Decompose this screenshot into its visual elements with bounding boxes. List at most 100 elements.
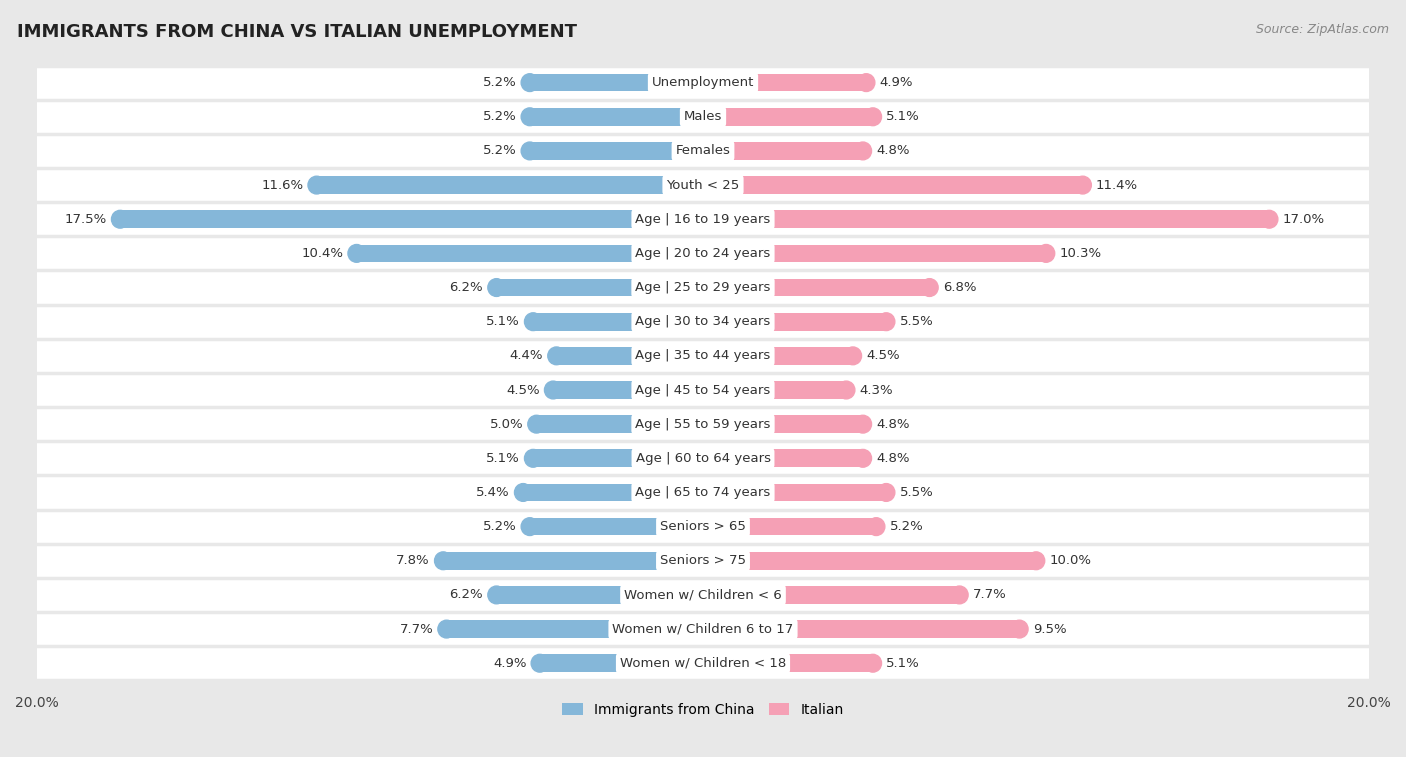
Text: 9.5%: 9.5% [1033, 622, 1066, 636]
Text: 5.2%: 5.2% [482, 520, 516, 533]
Text: 5.4%: 5.4% [477, 486, 510, 499]
Circle shape [855, 450, 872, 467]
Bar [537, 416, 703, 433]
FancyBboxPatch shape [37, 236, 1369, 270]
Text: 5.2%: 5.2% [482, 145, 516, 157]
Text: Age | 65 to 74 years: Age | 65 to 74 years [636, 486, 770, 499]
Circle shape [488, 279, 505, 297]
Circle shape [838, 381, 855, 399]
FancyBboxPatch shape [37, 646, 1369, 681]
Bar [553, 381, 703, 399]
Text: 5.1%: 5.1% [486, 452, 520, 465]
Circle shape [524, 450, 541, 467]
Circle shape [858, 73, 875, 92]
Circle shape [434, 552, 451, 570]
Circle shape [865, 654, 882, 672]
Legend: Immigrants from China, Italian: Immigrants from China, Italian [557, 697, 849, 722]
Text: 5.2%: 5.2% [890, 520, 924, 533]
Text: 4.9%: 4.9% [880, 76, 912, 89]
Text: Females: Females [675, 145, 731, 157]
FancyBboxPatch shape [37, 475, 1369, 509]
Circle shape [844, 347, 862, 365]
Bar [703, 279, 929, 297]
Circle shape [855, 416, 872, 433]
Bar [703, 73, 866, 92]
Text: 10.4%: 10.4% [301, 247, 343, 260]
Text: 4.5%: 4.5% [866, 349, 900, 363]
Text: Age | 30 to 34 years: Age | 30 to 34 years [636, 315, 770, 329]
Bar [703, 416, 863, 433]
Text: 7.7%: 7.7% [973, 588, 1007, 601]
Circle shape [531, 654, 548, 672]
Text: Women w/ Children < 6: Women w/ Children < 6 [624, 588, 782, 601]
Circle shape [1074, 176, 1091, 194]
Text: 4.8%: 4.8% [876, 145, 910, 157]
Bar [530, 518, 703, 535]
Bar [703, 620, 1019, 638]
Text: 4.8%: 4.8% [876, 418, 910, 431]
Text: Age | 16 to 19 years: Age | 16 to 19 years [636, 213, 770, 226]
Bar [703, 245, 1046, 262]
Circle shape [865, 108, 882, 126]
Bar [357, 245, 703, 262]
Circle shape [347, 245, 366, 262]
Text: 5.1%: 5.1% [886, 111, 920, 123]
Bar [703, 450, 863, 467]
Text: Age | 55 to 59 years: Age | 55 to 59 years [636, 418, 770, 431]
Text: 6.2%: 6.2% [450, 588, 484, 601]
Text: Women w/ Children < 18: Women w/ Children < 18 [620, 657, 786, 670]
Bar [703, 586, 959, 604]
Bar [533, 313, 703, 331]
Bar [530, 108, 703, 126]
Bar [703, 381, 846, 399]
Text: 10.3%: 10.3% [1059, 247, 1101, 260]
FancyBboxPatch shape [37, 578, 1369, 612]
Circle shape [522, 142, 538, 160]
FancyBboxPatch shape [37, 373, 1369, 407]
Circle shape [877, 484, 894, 501]
Circle shape [527, 416, 546, 433]
Circle shape [548, 347, 565, 365]
Bar [703, 313, 886, 331]
FancyBboxPatch shape [37, 612, 1369, 646]
Bar [703, 552, 1036, 570]
Text: 5.2%: 5.2% [482, 111, 516, 123]
Bar [703, 654, 873, 672]
Text: 11.6%: 11.6% [262, 179, 304, 192]
Bar [703, 142, 863, 160]
Text: 6.2%: 6.2% [450, 281, 484, 294]
Text: 5.5%: 5.5% [900, 315, 934, 329]
Text: 5.1%: 5.1% [486, 315, 520, 329]
Text: 4.5%: 4.5% [506, 384, 540, 397]
Bar [523, 484, 703, 501]
Bar [703, 176, 1083, 194]
Bar [703, 484, 886, 501]
Text: Source: ZipAtlas.com: Source: ZipAtlas.com [1256, 23, 1389, 36]
FancyBboxPatch shape [37, 441, 1369, 475]
FancyBboxPatch shape [37, 509, 1369, 544]
Circle shape [308, 176, 325, 194]
Bar [530, 73, 703, 92]
Text: Unemployment: Unemployment [652, 76, 754, 89]
Circle shape [1261, 210, 1278, 228]
Circle shape [877, 313, 894, 331]
Circle shape [437, 620, 456, 638]
Text: Age | 45 to 54 years: Age | 45 to 54 years [636, 384, 770, 397]
Text: Age | 25 to 29 years: Age | 25 to 29 years [636, 281, 770, 294]
Circle shape [950, 586, 969, 604]
Bar [316, 176, 703, 194]
Bar [703, 108, 873, 126]
Bar [703, 518, 876, 535]
Bar [496, 279, 703, 297]
Text: 6.8%: 6.8% [943, 281, 976, 294]
FancyBboxPatch shape [37, 544, 1369, 578]
Bar [533, 450, 703, 467]
Text: 5.5%: 5.5% [900, 486, 934, 499]
Circle shape [868, 518, 884, 535]
FancyBboxPatch shape [37, 202, 1369, 236]
Text: 17.5%: 17.5% [65, 213, 107, 226]
FancyBboxPatch shape [37, 304, 1369, 339]
Circle shape [1038, 245, 1054, 262]
Circle shape [921, 279, 938, 297]
FancyBboxPatch shape [37, 270, 1369, 304]
